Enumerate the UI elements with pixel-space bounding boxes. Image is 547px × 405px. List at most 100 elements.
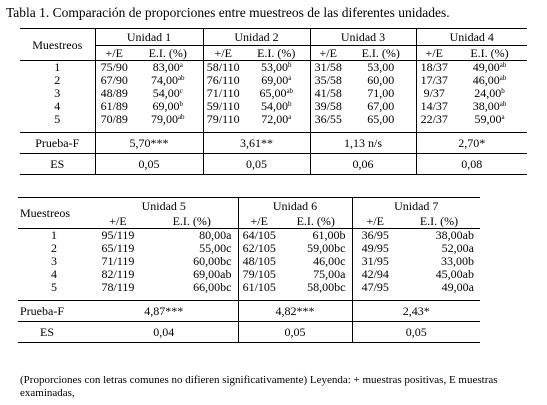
ei-value: 71,00 <box>367 86 395 100</box>
sample-number: 5 <box>51 280 57 294</box>
positive-examined-value: 71/119 <box>101 254 135 268</box>
es-value: 0,04 <box>90 321 239 343</box>
col-ei-percent: E.I. (%) <box>280 214 353 229</box>
col-ei-percent: E.I. (%) <box>346 45 417 61</box>
ei-percent-value: 49,00ab <box>452 61 527 75</box>
ei-value: 38,00 <box>472 99 500 113</box>
positive-examined-value: 47/95 <box>361 280 389 294</box>
table-row: 4 82/119 69,00ab 79/105 75,00a 42/94 45,00ab <box>18 268 480 281</box>
sample-number: 5 <box>20 113 96 126</box>
prueba-f-row: Prueba-F 4,87*** 4,82*** 2,43* <box>18 300 480 322</box>
table-row: 2 67/90 74,00ab 76/110 69,00a 35/58 60,00 17/37… <box>20 74 527 87</box>
ei-percent-value: 75,00a <box>280 268 353 281</box>
table-row: 4 61/89 69,00b 59/110 54,00b 39/58 67,00 14/37 3… <box>20 100 527 113</box>
ei-percent-value: 46,00ab <box>452 74 527 87</box>
positive-examined-value: 76/110 <box>206 73 240 87</box>
positive-examined-value: 58/110 <box>206 60 240 74</box>
ei-value: 83,00 <box>152 60 180 74</box>
positive-examined-value: 36/55 <box>314 112 342 126</box>
col-positive-examined: +/E <box>95 45 133 61</box>
ei-value: 54,00 <box>261 99 288 113</box>
positive-examined-value: 70/89 <box>100 112 128 126</box>
sample-number: 4 <box>20 100 96 113</box>
ei-percent-value: 83,00a <box>133 60 204 74</box>
es-value: 0,05 <box>238 321 353 343</box>
ei-value: 46,00 <box>472 73 500 87</box>
ei-percent-value: 53,00b <box>243 60 311 74</box>
col-ei-percent: E.I. (%) <box>146 214 239 229</box>
es-value: 0,08 <box>461 157 483 171</box>
ei-value: 74,00 <box>150 73 178 87</box>
ei-value: 60,00 <box>367 73 395 87</box>
comparison-table-units-1-4: Muestreos Unidad 1 Unidad 2 Unidad 3 Uni… <box>20 28 527 175</box>
col-positive-examined: +/E <box>310 45 346 61</box>
positive-examined-value: 75/90 <box>100 60 128 74</box>
positive-examined-value: 31/58 <box>314 60 342 74</box>
ei-percent-value: 60,00bc <box>146 255 239 268</box>
sample-number: 2 <box>51 241 57 255</box>
ei-percent-value: 69,00a <box>243 73 311 87</box>
ei-value: 59,00 <box>474 112 502 126</box>
significance-letter: b <box>288 61 292 69</box>
col-positive-examined: +/E <box>203 45 243 61</box>
sample-number: 3 <box>51 254 57 268</box>
positive-examined-value: 42/94 <box>361 267 389 281</box>
positive-examined-value: 79/105 <box>242 267 276 281</box>
positive-examined-value: 62/105 <box>242 241 276 255</box>
unit-header: Unidad 3 <box>310 28 417 46</box>
sample-number: 4 <box>51 267 57 281</box>
col-ei-percent: E.I. (%) <box>243 45 311 61</box>
sample-number: 3 <box>20 87 96 100</box>
significance-letter: ab <box>177 74 185 82</box>
row-header: Muestreos <box>20 28 96 61</box>
ei-value: 24,00 <box>474 86 502 100</box>
ei-percent-value: 72,00a <box>243 112 311 126</box>
significance-letter: ab <box>499 61 507 69</box>
ei-percent-value: 46,00c <box>280 255 353 268</box>
positive-examined-value: 48/105 <box>242 254 276 268</box>
table-row: 5 70/89 79,00ab 79/110 72,00a 36/55 65,00 22/37… <box>20 113 527 126</box>
es-value: 0,05 <box>95 153 204 175</box>
ei-value: 54,00 <box>152 86 180 100</box>
es-row: ES 0,04 0,05 0,05 <box>18 321 480 343</box>
positive-examined-value: 64/105 <box>242 228 276 242</box>
prueba-f-label: Prueba-F <box>20 132 96 154</box>
ei-percent-value: 38,00ab <box>435 228 474 242</box>
ei-percent-value: 65,00 <box>346 112 417 126</box>
ei-value: 69,00 <box>261 73 289 87</box>
positive-examined-value: 67/90 <box>100 73 128 87</box>
col-ei-percent: E.I. (%) <box>452 45 527 61</box>
significance-letter: ab <box>499 74 507 82</box>
ei-value: 72,00 <box>261 112 289 126</box>
ei-value: 53,00 <box>261 60 288 74</box>
table-row: 3 71/119 60,00bc 48/105 46,00c 31/95 33,00b <box>18 255 480 268</box>
positive-examined-value: 39/58 <box>314 99 342 113</box>
table-row: 5 78/119 66,00bc 61/105 58,00bc 47/95 49,00a <box>18 281 480 294</box>
col-positive-examined: +/E <box>416 45 452 61</box>
ei-value: 79,00 <box>150 112 178 126</box>
ei-value: 53,00 <box>367 60 395 74</box>
ei-value: 65,00 <box>367 112 395 126</box>
positive-examined-value: 49/95 <box>361 241 389 255</box>
prueba-f-value: 5,70*** <box>95 132 204 154</box>
positive-examined-value: 17/37 <box>420 73 448 87</box>
positive-examined-value: 61/105 <box>242 280 276 294</box>
ei-percent-value: 66,00bc <box>146 281 239 294</box>
col-positive-examined: +/E <box>366 214 384 228</box>
ei-percent-value: 55,00c <box>146 242 239 255</box>
es-value: 0,05 <box>405 325 427 339</box>
ei-percent-value: 59,00a <box>452 113 527 126</box>
ei-percent-value: 59,00bc <box>280 242 353 255</box>
prueba-f-value: 2,70* <box>458 136 486 150</box>
ei-percent-value: 45,00ab <box>435 267 474 281</box>
positive-examined-value: 36/95 <box>361 228 389 242</box>
sample-number: 1 <box>20 60 96 74</box>
prueba-f-label: Prueba-F <box>20 304 64 318</box>
ei-value: 69,00 <box>152 99 180 113</box>
positive-examined-value: 22/37 <box>420 112 448 126</box>
ei-percent-value: 33,00b <box>441 254 474 268</box>
ei-value: 67,00 <box>367 99 395 113</box>
prueba-f-value: 3,61** <box>203 132 311 154</box>
positive-examined-value: 18/37 <box>420 60 448 74</box>
positive-examined-value: 71/110 <box>206 86 240 100</box>
